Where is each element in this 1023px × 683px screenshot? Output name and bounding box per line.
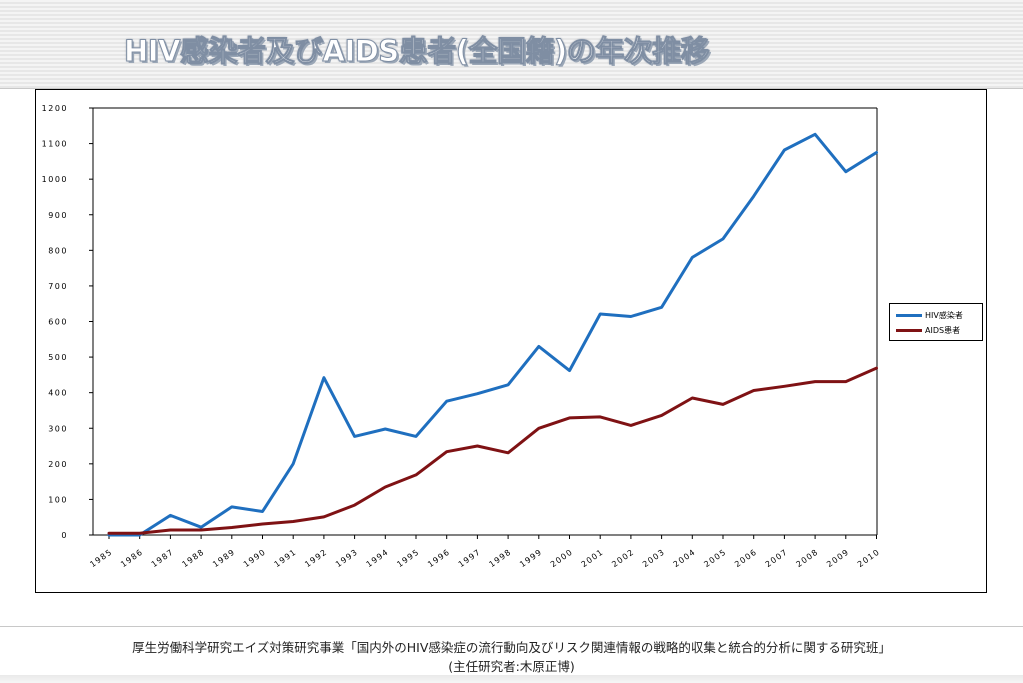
y-tick-label: 600: [48, 318, 68, 327]
x-tick-label: 1988: [180, 547, 206, 569]
legend-item-hiv: HIV感染者: [896, 308, 963, 322]
y-tick-label: 300: [48, 424, 68, 433]
x-tick-label: 2003: [641, 547, 667, 569]
y-tick-label: 900: [48, 211, 68, 220]
y-tick-label: 500: [48, 353, 68, 362]
x-tick-label: 1989: [211, 547, 237, 569]
x-tick-label: 2007: [764, 547, 790, 569]
x-tick-label: 2005: [702, 547, 728, 569]
x-tick-label: 1995: [395, 547, 421, 569]
legend-label-aids: AIDS患者: [925, 325, 960, 336]
x-tick-label: 1987: [150, 547, 176, 569]
x-tick-label: 2004: [672, 547, 698, 569]
x-tick-label: 2000: [549, 547, 575, 569]
x-tick-label: 2006: [733, 547, 759, 569]
y-tick-labels: 0 100 200 300 400 500 600 700 800 900 1000 1100 1200: [42, 104, 68, 540]
y-tick-label: 200: [48, 460, 68, 469]
x-tick-label: 1991: [273, 547, 299, 569]
y-tick-label: 1100: [42, 140, 68, 149]
x-tick-label: 2001: [580, 547, 606, 569]
x-tick-label: 1999: [518, 547, 544, 569]
y-tick-label: 100: [48, 495, 68, 504]
x-tick-label: 1997: [457, 547, 483, 569]
y-tick-label: 1000: [42, 175, 68, 184]
series-line-hiv: [109, 134, 877, 535]
x-tick-label: 1994: [365, 547, 391, 569]
footer-investigator: (主任研究者:木原正博): [0, 656, 1023, 675]
x-tick-label: 1993: [334, 547, 360, 569]
chart-legend: HIV感染者 AIDS患者: [889, 303, 983, 341]
x-tick-label: 2010: [856, 547, 882, 569]
y-tick-label: 1200: [42, 104, 68, 113]
x-tick-label: 1990: [242, 547, 268, 569]
legend-swatch-hiv: [896, 314, 922, 317]
footer-credit: 厚生労働科学研究エイズ対策研究事業「国内外のHIV感染症の流行動向及びリスク関連…: [0, 637, 1023, 656]
footer: 厚生労働科学研究エイズ対策研究事業「国内外のHIV感染症の流行動向及びリスク関連…: [0, 626, 1023, 683]
legend-label-hiv: HIV感染者: [925, 310, 963, 321]
y-tick-label: 0: [61, 531, 68, 540]
x-tick-label: 1992: [303, 547, 329, 569]
y-tick-label: 700: [48, 282, 68, 291]
x-tick-label: 2002: [610, 547, 636, 569]
series-line-aids: [109, 368, 877, 533]
legend-swatch-aids: [896, 329, 922, 332]
x-tick-label: 2008: [794, 547, 820, 569]
legend-item-aids: AIDS患者: [896, 323, 960, 337]
x-tick-label: 1985: [88, 547, 114, 569]
series-lines: [109, 134, 877, 535]
y-tick-label: 800: [48, 246, 68, 255]
y-tick-label: 400: [48, 389, 68, 398]
x-tick-label: 1998: [487, 547, 513, 569]
x-tick-label: 1996: [426, 547, 452, 569]
chart-axes: [89, 108, 877, 539]
x-tick-label: 1986: [119, 547, 145, 569]
x-tick-label: 2009: [825, 547, 851, 569]
